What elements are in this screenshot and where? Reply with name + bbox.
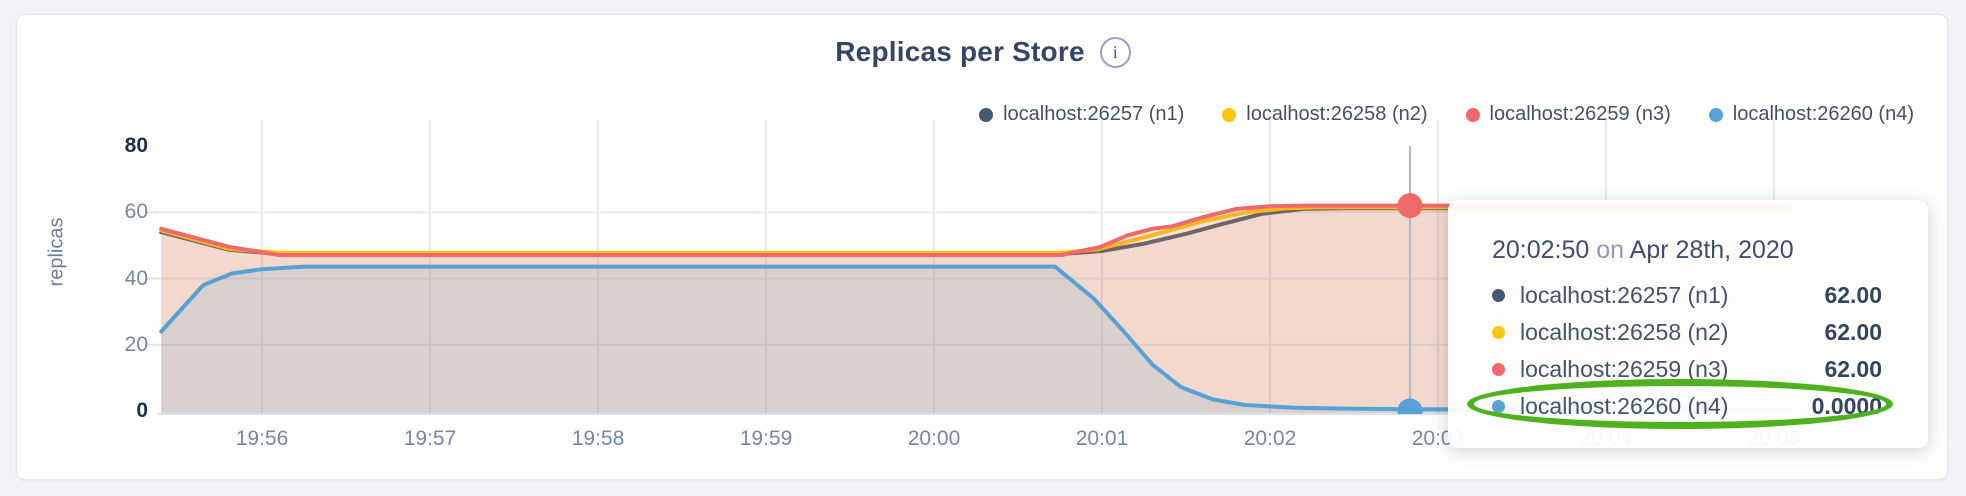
chart-tooltip: 20:02:50 on Apr 28th, 2020 localhost:262…: [1448, 200, 1928, 448]
x-tick-label: 19:57: [403, 427, 457, 450]
y-axis-title: replicas: [45, 217, 68, 287]
legend-label: localhost:26260 (n4): [1732, 103, 1914, 125]
tooltip-row: localhost:26259 (n3) 62.00: [1492, 351, 1882, 388]
series-area: [161, 266, 1791, 413]
chart-header: Replicas per Store i: [0, 36, 1966, 68]
series-line: [159, 264, 1791, 412]
legend-item[interactable]: localhost:26257 (n1): [979, 103, 1184, 126]
hover-markers: [1397, 193, 1423, 414]
tooltip-series-dot-icon: [1492, 289, 1505, 302]
tooltip-series-label: localhost:26258 (n2): [1520, 319, 1729, 345]
tooltip-row-highlighted: localhost:26260 (n4) 0.0000: [1492, 388, 1882, 425]
tooltip-series-value: 0.0000: [1811, 393, 1882, 419]
x-tick-label: 20:02: [1243, 427, 1297, 450]
x-tick-label: 19:58: [571, 427, 625, 450]
legend-dot-icon: [1222, 107, 1237, 122]
legend-dot-icon: [1708, 107, 1723, 122]
series-area: [161, 205, 1791, 413]
hover-point-dot: [1397, 398, 1423, 414]
tooltip-row: localhost:26258 (n2) 62.00: [1492, 314, 1882, 351]
tooltip-rows: localhost:26257 (n1) 62.00 localhost:26258…: [1492, 277, 1882, 425]
tooltip-series-dot-icon: [1492, 326, 1505, 339]
legend-dot-icon: [1465, 107, 1480, 122]
x-tick-label: 20:01: [1075, 427, 1129, 450]
tooltip-series-label: localhost:26260 (n4): [1520, 393, 1729, 419]
tooltip-header: 20:02:50 on Apr 28th, 2020: [1492, 236, 1882, 265]
legend-item[interactable]: localhost:26258 (n2): [1222, 103, 1428, 126]
y-tick-label: 60: [124, 200, 148, 224]
tooltip-row: localhost:26257 (n1) 62.00: [1492, 277, 1882, 314]
tooltip-series-value: 62.00: [1824, 356, 1882, 382]
chart-legend: localhost:26257 (n1) localhost:26258 (n2)…: [979, 103, 1914, 126]
x-tick-label: 19:59: [739, 427, 793, 450]
tooltip-series-label: localhost:26257 (n1): [1520, 282, 1729, 308]
info-icon[interactable]: i: [1099, 36, 1131, 68]
y-tick-label: 40: [124, 266, 148, 290]
tooltip-time: 20:02:50: [1492, 236, 1590, 264]
tooltip-series-value: 62.00: [1824, 319, 1882, 345]
tooltip-series-dot-icon: [1492, 400, 1505, 413]
x-tick-label: 20:00: [907, 427, 961, 450]
tooltip-series-dot-icon: [1492, 363, 1505, 376]
series-line: [159, 203, 1791, 257]
legend-label: localhost:26258 (n2): [1246, 103, 1428, 125]
x-tick-label: 19:56: [235, 427, 289, 450]
tooltip-on-word: on: [1596, 236, 1625, 264]
plot-area: [159, 203, 1791, 413]
chart-title: Replicas per Store: [835, 36, 1085, 67]
legend-dot-icon: [979, 107, 994, 122]
tooltip-date: Apr 28th, 2020: [1629, 236, 1794, 264]
legend-item[interactable]: localhost:26260 (n4): [1708, 103, 1914, 126]
y-tick-label: 0: [136, 399, 148, 422]
series-area: [161, 208, 1791, 413]
tooltip-series-label: localhost:26259 (n3): [1520, 356, 1729, 382]
legend-label: localhost:26259 (n3): [1489, 103, 1671, 125]
tooltip-series-value: 62.00: [1824, 282, 1882, 308]
series-area: [161, 207, 1791, 413]
hover-point-dot: [1397, 193, 1423, 219]
legend-item[interactable]: localhost:26259 (n3): [1465, 103, 1671, 126]
y-tick-label: 20: [124, 332, 148, 356]
legend-label: localhost:26257 (n1): [1003, 103, 1185, 125]
y-tick-label: 80: [124, 134, 148, 157]
